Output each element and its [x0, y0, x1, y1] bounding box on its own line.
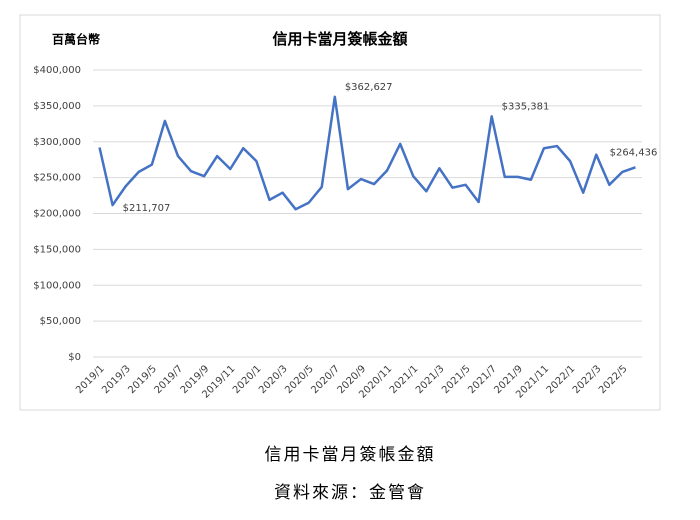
y-tick-label: $50,000 — [40, 316, 81, 327]
data-label: $264,436 — [610, 147, 658, 158]
y-tick-label: $200,000 — [33, 209, 81, 220]
y-tick-label: $150,000 — [33, 244, 81, 255]
y-tick-label: $300,000 — [33, 137, 81, 148]
data-label: $211,707 — [123, 203, 171, 214]
y-tick-label: $100,000 — [33, 280, 81, 291]
chart-frame — [19, 14, 661, 411]
y-tick-label: $250,000 — [33, 173, 81, 184]
data-line — [98, 95, 636, 211]
caption-source: 資料來源：金管會 — [274, 483, 426, 503]
y-tick-label: $400,000 — [33, 65, 81, 76]
caption-line: 信用卡當月簽帳金額 — [264, 445, 436, 465]
y-tick-label: $0 — [68, 352, 81, 363]
chart: 百萬台幣 信用卡當月簽帳金額 $0 $50,000 $100,000 $150,000… — [19, 14, 661, 411]
unit-label: 百萬台幣 — [52, 32, 100, 47]
data-label: $335,381 — [502, 101, 550, 112]
data-label: $362,627 — [345, 82, 393, 93]
y-tick-label: $350,000 — [33, 101, 81, 112]
chart-title: 信用卡當月簽帳金額 — [272, 30, 407, 48]
